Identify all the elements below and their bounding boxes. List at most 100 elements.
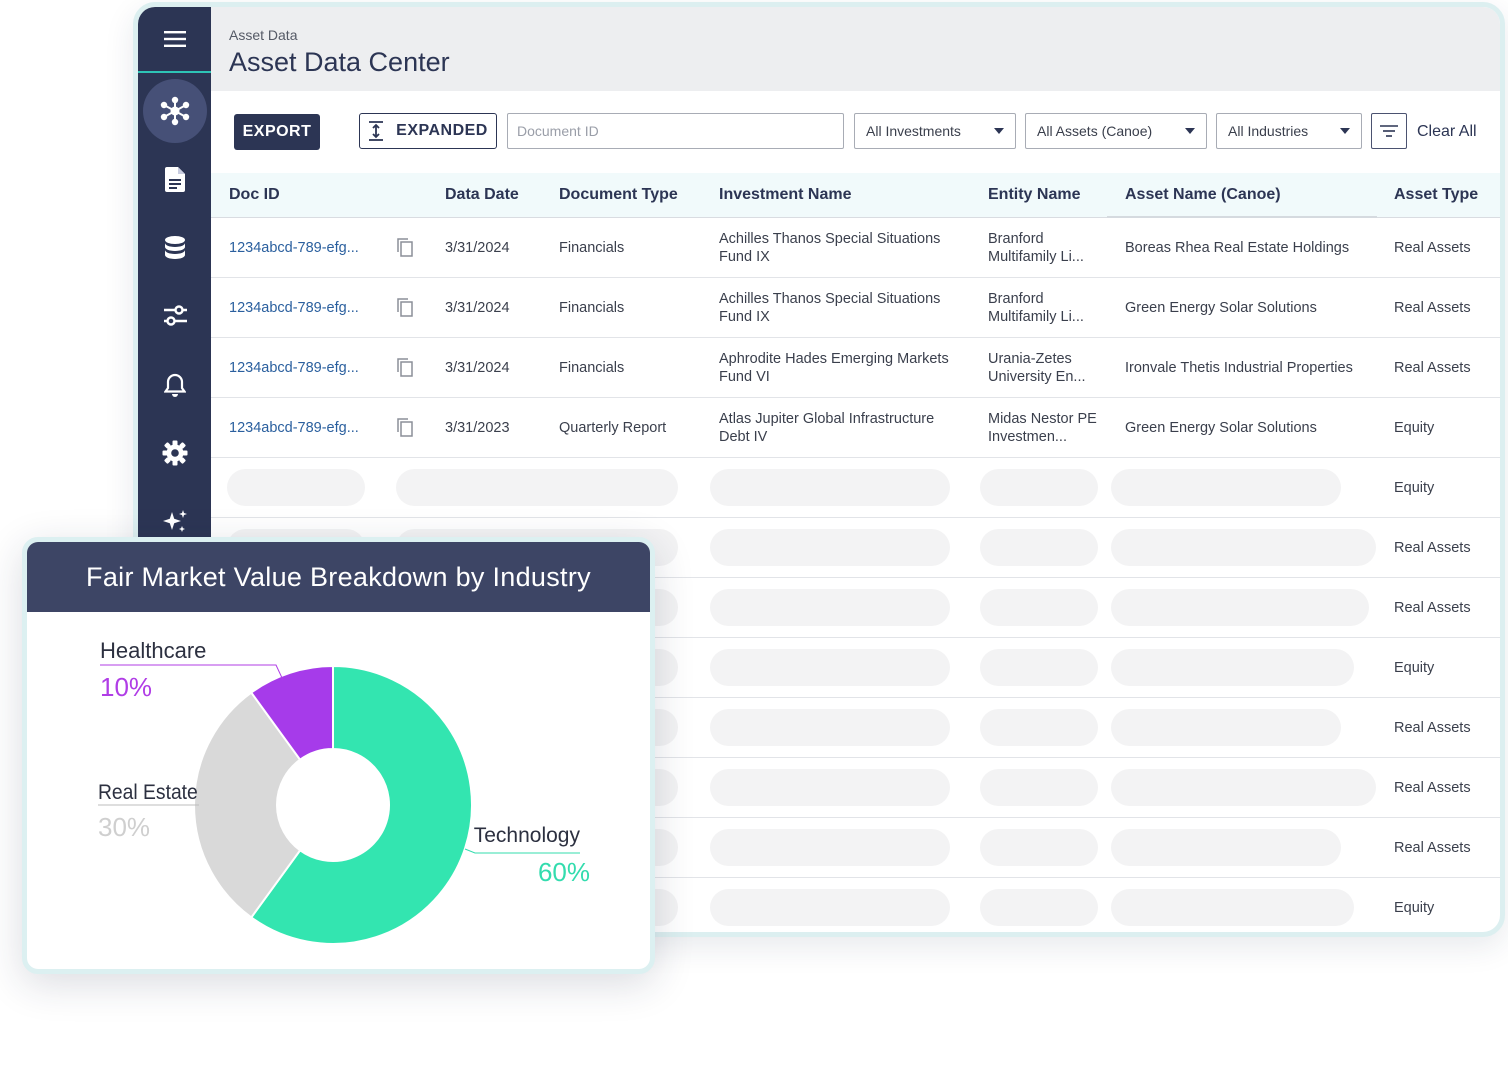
document-type-cell: Financials <box>559 239 625 256</box>
document-type-cell: Quarterly Report <box>559 419 667 436</box>
industries-select[interactable]: All Industries <box>1216 113 1362 149</box>
expanded-label: EXPANDED <box>396 122 488 139</box>
data-date-cell: 3/31/2024 <box>445 359 510 376</box>
loading-row: Equity <box>211 458 1500 518</box>
skeleton-placeholder <box>710 829 950 866</box>
entity-name-cell: Branford Multifamily Li... <box>988 290 1084 325</box>
chevron-down-icon <box>1340 128 1350 134</box>
column-header-asset-type[interactable]: Asset Type <box>1394 186 1479 203</box>
copy-icon[interactable] <box>397 358 413 377</box>
table-row[interactable]: 1234abcd-789-efg... 3/31/2024 Financials… <box>211 338 1500 398</box>
investment-name-cell: Aphrodite Hades Emerging Markets Fund VI <box>719 350 949 385</box>
table-row[interactable]: 1234abcd-789-efg... 3/31/2024 Financials… <box>211 218 1500 278</box>
assets-select-value: All Assets (Canoe) <box>1037 123 1153 139</box>
column-header-data-date[interactable]: Data Date <box>445 186 519 203</box>
investment-name-cell: Achilles Thanos Special Situations Fund … <box>719 290 941 325</box>
skeleton-placeholder <box>980 829 1098 866</box>
skeleton-placeholder <box>710 529 950 566</box>
investments-select[interactable]: All Investments <box>854 113 1016 149</box>
doc-id-cell: 1234abcd-789-efg... <box>229 398 359 457</box>
skeleton-placeholder <box>710 589 950 626</box>
filter-button[interactable] <box>1371 113 1407 149</box>
asset-type-cell: Real Assets <box>1394 239 1471 256</box>
menu-button[interactable] <box>138 7 211 73</box>
technology-value: 60% <box>538 857 590 887</box>
table-row[interactable]: 1234abcd-789-efg... 3/31/2023 Quarterly … <box>211 398 1500 458</box>
asset-type-cell: Real Assets <box>1394 779 1471 796</box>
skeleton-placeholder <box>710 769 950 806</box>
investments-select-value: All Investments <box>866 123 961 139</box>
clear-all-link[interactable]: Clear All <box>1417 123 1477 140</box>
sidebar-item-documents[interactable] <box>153 157 197 201</box>
asset-type-cell: Real Assets <box>1394 299 1471 316</box>
export-button[interactable]: EXPORT <box>234 114 320 150</box>
fmv-chart-card: Fair Market Value Breakdown by Industry … <box>22 537 655 974</box>
page-header: Asset Data Asset Data Center <box>211 7 1500 91</box>
copy-icon[interactable] <box>397 238 413 257</box>
skeleton-placeholder <box>1111 709 1341 746</box>
sidebar-item-notifications[interactable] <box>153 363 197 407</box>
technology-label: Technology <box>474 824 581 847</box>
sidebar-item-hub[interactable] <box>142 79 207 143</box>
active-column-indicator <box>1107 216 1377 218</box>
doc-id-link[interactable]: 1234abcd-789-efg... <box>229 419 359 436</box>
real-estate-label: Real Estate <box>98 781 198 804</box>
document-id-search-input[interactable] <box>507 113 844 149</box>
expand-vertical-icon <box>369 121 384 141</box>
entity-name-cell: Branford Multifamily Li... <box>988 230 1084 265</box>
doc-id-link[interactable]: 1234abcd-789-efg... <box>229 359 359 376</box>
skeleton-placeholder <box>710 709 950 746</box>
toolbar: EXPORT EXPANDED All Investments All Asse… <box>211 91 1500 173</box>
asset-name-cell: Boreas Rhea Real Estate Holdings <box>1125 239 1350 256</box>
filter-icon <box>1380 125 1398 137</box>
sidebar-item-filters[interactable] <box>153 294 197 338</box>
table-row[interactable]: 1234abcd-789-efg... 3/31/2024 Financials… <box>211 278 1500 338</box>
doc-id-cell: 1234abcd-789-efg... <box>229 218 359 277</box>
skeleton-placeholder <box>396 469 678 506</box>
healthcare-slice <box>249 664 334 762</box>
column-header-document-type[interactable]: Document Type <box>559 186 678 203</box>
column-header-doc-id[interactable]: Doc ID <box>229 186 280 203</box>
asset-type-cell: Equity <box>1394 479 1435 496</box>
skeleton-placeholder <box>1111 769 1376 806</box>
skeleton-placeholder <box>710 889 950 926</box>
technology-leader-line <box>464 848 580 854</box>
column-header-investment-name[interactable]: Investment Name <box>719 186 852 203</box>
asset-type-cell: Real Assets <box>1394 359 1471 376</box>
skeleton-placeholder <box>1111 589 1369 626</box>
table-header: Doc ID Data Date Document Type Investmen… <box>211 173 1500 218</box>
skeleton-placeholder <box>1111 829 1341 866</box>
sidebar-item-settings[interactable] <box>153 431 197 475</box>
data-date-cell: 3/31/2024 <box>445 239 510 256</box>
copy-icon[interactable] <box>397 418 413 437</box>
entity-name-cell: Urania-Zetes University En... <box>988 350 1086 385</box>
hub-icon <box>160 96 189 126</box>
skeleton-placeholder <box>980 769 1098 806</box>
asset-type-cell: Equity <box>1394 419 1435 436</box>
asset-type-cell: Real Assets <box>1394 839 1471 856</box>
doc-id-link[interactable]: 1234abcd-789-efg... <box>229 299 359 316</box>
column-header-entity-name[interactable]: Entity Name <box>988 186 1081 203</box>
skeleton-placeholder <box>980 529 1098 566</box>
breadcrumb[interactable]: Asset Data <box>229 27 298 43</box>
asset-name-cell: Ironvale Thetis Industrial Properties <box>1125 359 1353 376</box>
skeleton-placeholder <box>710 649 950 686</box>
document-type-cell: Financials <box>559 359 625 376</box>
gear-icon <box>162 440 187 466</box>
asset-type-cell: Equity <box>1394 899 1435 916</box>
doc-id-cell: 1234abcd-789-efg... <box>229 338 359 397</box>
real-estate-value: 30% <box>98 812 150 842</box>
skeleton-placeholder <box>980 709 1098 746</box>
chart-title: Fair Market Value Breakdown by Industry <box>27 542 650 612</box>
expanded-toggle-button[interactable]: EXPANDED <box>359 113 497 149</box>
column-header-asset-name[interactable]: Asset Name (Canoe) <box>1125 186 1281 203</box>
sidebar-item-database[interactable] <box>153 226 197 270</box>
page-title: Asset Data Center <box>229 47 450 77</box>
skeleton-placeholder <box>710 469 950 506</box>
doc-id-link[interactable]: 1234abcd-789-efg... <box>229 239 359 256</box>
document-type-cell: Financials <box>559 299 625 316</box>
copy-icon[interactable] <box>397 298 413 317</box>
sidebar-item-ai[interactable] <box>153 500 197 544</box>
assets-select[interactable]: All Assets (Canoe) <box>1025 113 1207 149</box>
skeleton-placeholder <box>1111 889 1354 926</box>
